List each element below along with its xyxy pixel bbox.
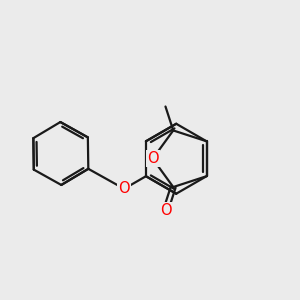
- Text: O: O: [147, 151, 158, 166]
- Text: O: O: [160, 203, 172, 218]
- Text: O: O: [118, 181, 130, 196]
